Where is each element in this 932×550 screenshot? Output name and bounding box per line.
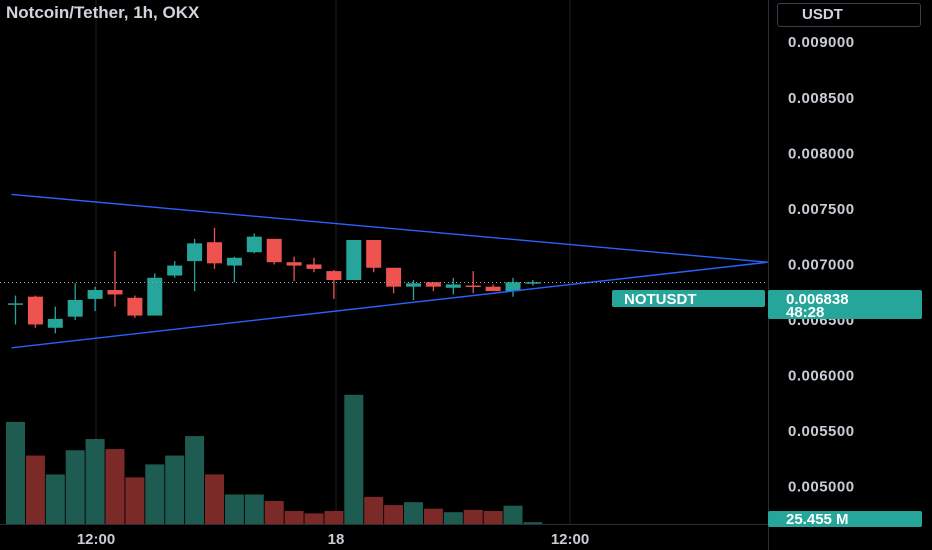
time-tick-label: 12:00 (77, 531, 115, 548)
volume-bar (463, 509, 483, 524)
volume-bar (145, 464, 165, 524)
price-tick-label: 0.008000 (788, 145, 855, 162)
candle-body (47, 318, 63, 328)
candle-body (485, 286, 501, 292)
symbol-tag-label: NOTUSDT (624, 291, 697, 308)
volume-bar (6, 421, 25, 524)
price-tick-label: 0.008500 (788, 90, 855, 107)
candle-body (107, 290, 123, 295)
candle-body (187, 243, 203, 262)
trendline-lower (11, 261, 768, 349)
candle-body (87, 290, 103, 299)
volume-bar (165, 455, 185, 524)
volume-bar (483, 511, 503, 524)
price-tick-label: 0.006000 (788, 368, 855, 385)
volume-bar (443, 512, 463, 524)
trendline-upper (11, 193, 768, 263)
volume-bar (244, 494, 264, 524)
volume-bar (125, 477, 145, 524)
candle-body (8, 303, 23, 305)
price-tick-label: 0.007000 (788, 256, 855, 273)
volume-bar (324, 511, 344, 524)
volume-bar (503, 505, 523, 524)
candle-body (465, 285, 481, 288)
time-axis[interactable]: 12:00 18 12:00 (77, 531, 589, 548)
volume-bar (523, 522, 543, 524)
candle-body (27, 296, 43, 325)
candle-body (425, 282, 441, 287)
candle-body (505, 282, 521, 292)
candle-body (366, 240, 382, 268)
chart-title: Notcoin/Tether, 1h, OKX (6, 3, 200, 22)
chart-grid (95, 0, 571, 524)
price-tick-label: 0.005000 (788, 479, 855, 496)
last-price-tag: 0.006838 48:28 (768, 290, 922, 321)
volume-bar (224, 494, 244, 524)
candle-body (286, 262, 302, 266)
volume-bar (85, 439, 105, 524)
candle-body (167, 265, 183, 276)
volume-bar (65, 450, 85, 524)
symbol-price-tag: NOTUSDT (612, 290, 765, 308)
currency-button[interactable]: USDT (777, 3, 921, 27)
volume-bar (304, 513, 324, 524)
price-tick-label: 0.007500 (788, 201, 855, 218)
volume-bar (45, 474, 65, 524)
candle-body (147, 277, 163, 316)
candle-body (226, 257, 242, 266)
bar-countdown: 48:28 (786, 304, 824, 321)
volume-bar (205, 474, 224, 524)
volume-bar (344, 394, 364, 524)
volume-bars (6, 394, 543, 524)
candle-body (386, 267, 402, 287)
volume-bar (105, 449, 125, 524)
volume-bar (364, 496, 384, 524)
candle-body (207, 242, 222, 264)
candle-body (127, 297, 143, 316)
time-tick-label: 18 (328, 531, 345, 548)
volume-bar (25, 455, 45, 524)
candle-body (266, 238, 282, 263)
candlesticks (8, 227, 541, 334)
candle-body (346, 240, 362, 280)
volume-bar (384, 505, 404, 524)
candle-body (525, 282, 541, 284)
volume-bar (404, 502, 423, 524)
candle-body (326, 271, 342, 280)
candle-body (306, 264, 322, 269)
price-tick-label: 0.005500 (788, 423, 855, 440)
last-price-value: 0.006838 (786, 291, 849, 308)
triangle-trendlines[interactable] (11, 193, 768, 349)
candle-body (445, 284, 461, 288)
volume-bar (264, 500, 284, 524)
volume-bar (423, 508, 443, 524)
candle-body (67, 300, 83, 317)
volume-bar (185, 436, 205, 524)
volume-value: 25.455 M (786, 511, 849, 528)
volume-tag: 25.455 M (768, 511, 922, 528)
time-tick-label: 12:00 (551, 531, 589, 548)
price-axis[interactable]: 0.009000 0.008500 0.008000 0.007500 0.007000… (788, 34, 855, 495)
volume-bar (284, 511, 304, 524)
price-tick-label: 0.009000 (788, 34, 855, 51)
candle-body (406, 283, 421, 287)
candle-body (246, 236, 262, 253)
